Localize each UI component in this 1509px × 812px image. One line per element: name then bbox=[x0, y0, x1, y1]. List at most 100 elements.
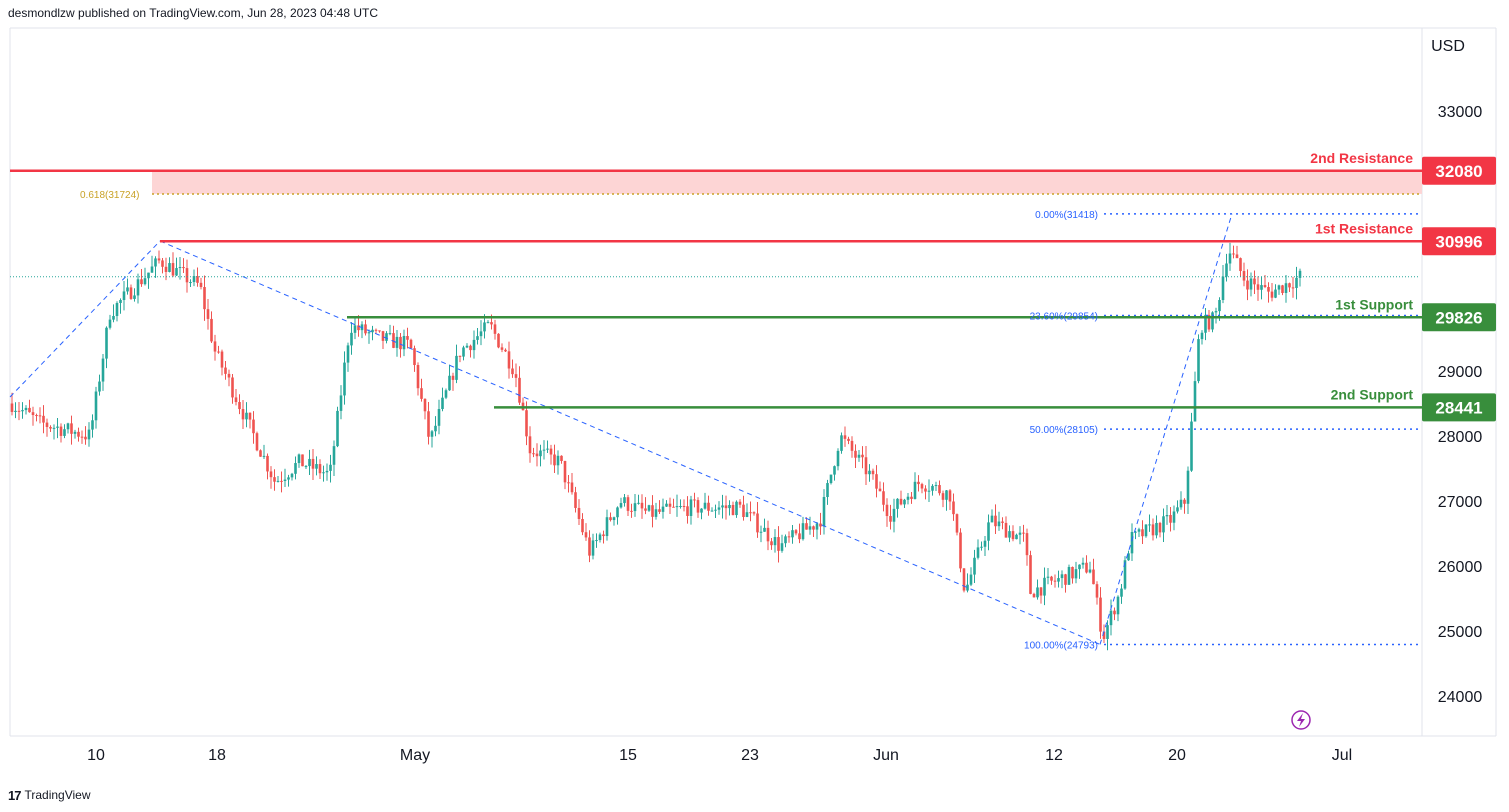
candle bbox=[532, 447, 535, 458]
candle bbox=[1127, 550, 1130, 561]
candle bbox=[66, 422, 70, 434]
candle bbox=[1123, 556, 1127, 590]
candle bbox=[115, 301, 119, 322]
candle bbox=[234, 388, 238, 406]
candle bbox=[374, 328, 378, 334]
candle bbox=[381, 330, 385, 349]
candle bbox=[350, 322, 353, 355]
candle bbox=[1102, 624, 1106, 644]
candle bbox=[420, 378, 423, 402]
candle bbox=[1064, 573, 1067, 593]
candle bbox=[248, 412, 252, 429]
candle bbox=[843, 426, 847, 447]
tradingview-brand-text: TradingView bbox=[24, 788, 91, 802]
fib-level-label: 100.00%(24793) bbox=[1024, 640, 1098, 651]
candle bbox=[850, 436, 854, 458]
candle bbox=[588, 530, 591, 563]
candle bbox=[654, 502, 658, 520]
candle bbox=[542, 440, 546, 460]
lightning-icon[interactable] bbox=[1291, 710, 1311, 730]
x-tick-label: 12 bbox=[1045, 747, 1063, 764]
candle bbox=[1092, 558, 1095, 585]
candle bbox=[518, 366, 521, 406]
candle bbox=[969, 567, 973, 587]
candle bbox=[311, 448, 315, 480]
candle bbox=[700, 508, 703, 520]
candle bbox=[896, 498, 899, 518]
candle bbox=[584, 523, 588, 541]
currency-label: USD bbox=[1431, 38, 1465, 55]
candle bbox=[252, 411, 255, 444]
candle bbox=[1239, 257, 1242, 277]
candle bbox=[787, 531, 791, 543]
candle bbox=[1032, 592, 1036, 598]
candle bbox=[525, 401, 528, 446]
candle bbox=[1001, 517, 1004, 530]
candle bbox=[465, 343, 469, 349]
candle bbox=[1298, 268, 1302, 287]
candle bbox=[812, 525, 815, 538]
candle bbox=[14, 402, 17, 419]
candle bbox=[1204, 307, 1207, 341]
candle bbox=[1046, 568, 1050, 585]
fib-trend-line bbox=[9, 240, 161, 398]
candle bbox=[371, 325, 374, 341]
candle bbox=[731, 501, 735, 516]
candle bbox=[696, 497, 700, 518]
candle bbox=[1211, 311, 1214, 333]
candle bbox=[1109, 599, 1113, 636]
candle bbox=[91, 414, 94, 438]
x-tick-label: Jul bbox=[1332, 747, 1352, 764]
candle bbox=[651, 495, 654, 528]
candle bbox=[154, 256, 157, 278]
candle bbox=[1183, 498, 1186, 514]
candle bbox=[994, 504, 997, 535]
candle bbox=[101, 354, 105, 391]
candle bbox=[10, 392, 14, 416]
candle bbox=[448, 364, 451, 391]
candle bbox=[1235, 245, 1239, 259]
candle bbox=[549, 444, 553, 465]
candle bbox=[423, 398, 427, 420]
candle bbox=[640, 494, 644, 519]
candle bbox=[126, 278, 129, 295]
candle bbox=[724, 495, 728, 520]
candle bbox=[175, 257, 178, 276]
candle bbox=[259, 449, 262, 457]
candle bbox=[546, 440, 549, 454]
candle bbox=[899, 490, 903, 506]
candle bbox=[686, 496, 689, 524]
candle bbox=[364, 319, 367, 336]
candle bbox=[745, 503, 749, 518]
candle bbox=[847, 436, 850, 445]
candle bbox=[84, 426, 87, 445]
candle bbox=[385, 331, 388, 344]
candle bbox=[196, 267, 199, 287]
candle bbox=[878, 481, 882, 492]
candle bbox=[497, 333, 500, 349]
candle bbox=[563, 460, 567, 490]
candle bbox=[1260, 276, 1263, 300]
candle bbox=[322, 465, 325, 482]
candle bbox=[1186, 466, 1190, 514]
candle bbox=[1172, 505, 1176, 531]
candle bbox=[1179, 491, 1183, 510]
candle bbox=[476, 327, 479, 345]
candle bbox=[780, 534, 784, 553]
candle bbox=[325, 463, 329, 481]
candle bbox=[1071, 566, 1074, 584]
candle bbox=[273, 469, 276, 491]
candle bbox=[1274, 284, 1277, 299]
candle bbox=[556, 450, 560, 475]
candle bbox=[1074, 561, 1078, 584]
tradingview-branding[interactable]: 17 TradingView bbox=[8, 786, 91, 804]
candle bbox=[570, 472, 574, 495]
candle bbox=[1295, 266, 1298, 300]
candle bbox=[791, 524, 794, 544]
candle bbox=[1085, 555, 1088, 574]
candle bbox=[535, 443, 539, 467]
candle bbox=[913, 472, 917, 500]
candle bbox=[854, 444, 857, 469]
candle bbox=[1200, 330, 1204, 345]
